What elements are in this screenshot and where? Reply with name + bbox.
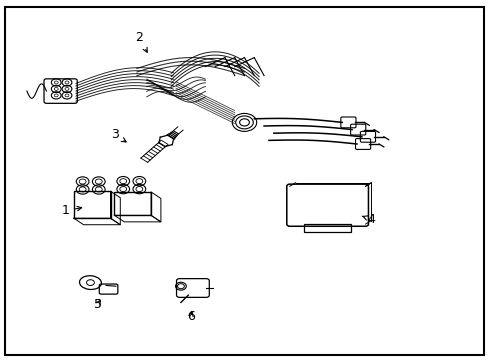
Text: 4: 4 bbox=[362, 213, 375, 226]
Text: 1: 1 bbox=[62, 204, 81, 217]
Text: 6: 6 bbox=[186, 310, 194, 323]
Text: 2: 2 bbox=[135, 31, 147, 52]
Text: 3: 3 bbox=[111, 129, 126, 142]
Text: 5: 5 bbox=[94, 298, 102, 311]
